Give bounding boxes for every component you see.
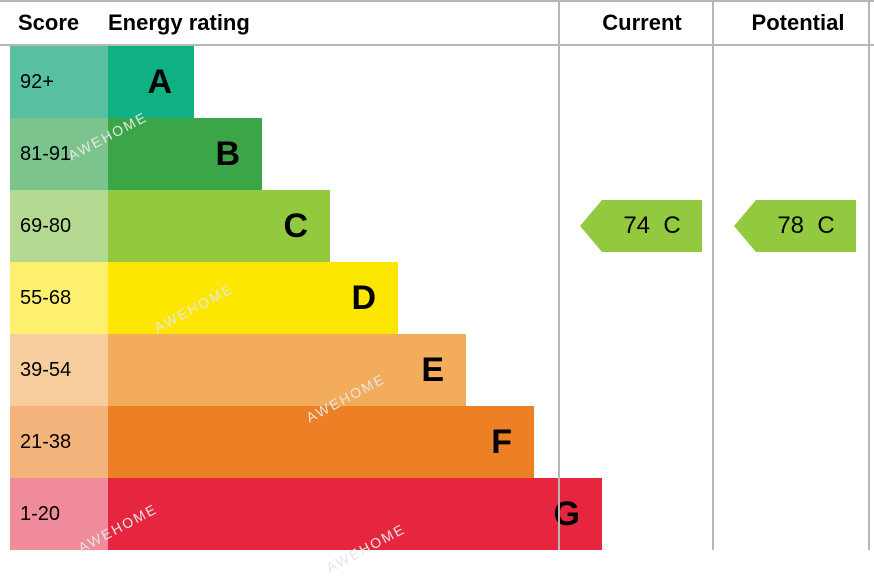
- rating-bar: C: [108, 190, 330, 262]
- score-range: 1-20: [10, 478, 108, 550]
- header-potential: Potential: [728, 0, 868, 46]
- pointer-arrow-icon: [580, 200, 602, 252]
- column-divider: [712, 0, 714, 550]
- column-divider: [868, 0, 870, 550]
- header-current: Current: [572, 0, 712, 46]
- energy-rating-chart: Score Energy rating Current Potential 92…: [0, 0, 874, 550]
- score-range: 55-68: [10, 262, 108, 334]
- header-rating: Energy rating: [108, 0, 548, 46]
- potential-pointer: 78 C: [734, 200, 856, 252]
- column-divider: [558, 0, 560, 550]
- score-range: 39-54: [10, 334, 108, 406]
- header-score: Score: [18, 0, 108, 46]
- rating-bar: A: [108, 46, 194, 118]
- score-range: 81-91: [10, 118, 108, 190]
- pointer-arrow-icon: [734, 200, 756, 252]
- rating-bar: E: [108, 334, 466, 406]
- rating-bar: G: [108, 478, 602, 550]
- rating-bar: F: [108, 406, 534, 478]
- rating-bar: D: [108, 262, 398, 334]
- current-pointer: 74 C: [580, 200, 702, 252]
- score-range: 21-38: [10, 406, 108, 478]
- current-value: 74 C: [602, 200, 702, 252]
- score-range: 92+: [10, 46, 108, 118]
- score-range: 69-80: [10, 190, 108, 262]
- rating-bar: B: [108, 118, 262, 190]
- potential-value: 78 C: [756, 200, 856, 252]
